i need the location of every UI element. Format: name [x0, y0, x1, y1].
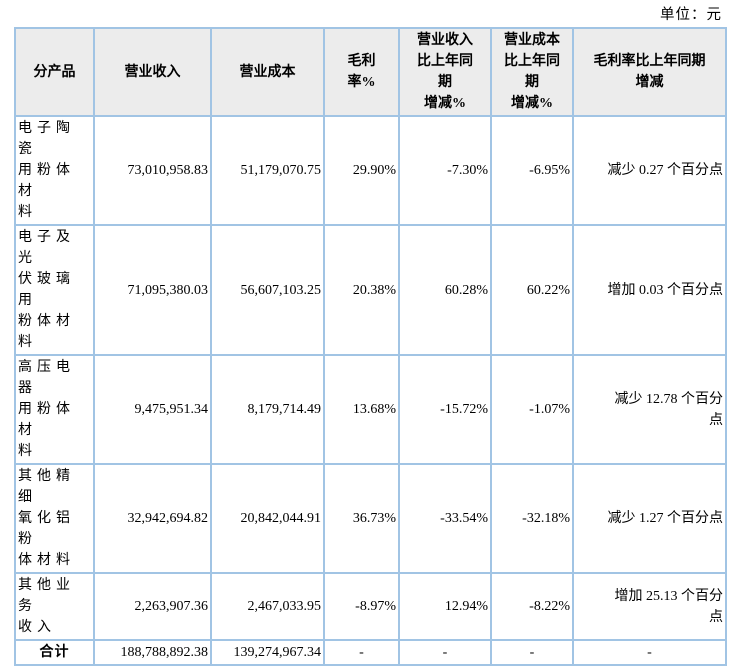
table-cell: 2,263,907.36 — [93, 572, 212, 641]
column-header-4: 营业收入 比上年同 期 增减% — [398, 27, 492, 117]
table-cell: - — [323, 639, 400, 666]
table-cell: -33.54% — [398, 463, 492, 574]
table-cell: -15.72% — [398, 354, 492, 465]
table-row-4: 其他业务 收入 2,263,907.36 2,467,033.95 -8.97% 12.… — [14, 572, 727, 641]
table-cell: 73,010,958.83 — [93, 115, 212, 226]
table-cell: - — [398, 639, 492, 666]
unit-label: 单位：元 — [660, 7, 722, 23]
table-cell: 减少 0.27 个百分点 — [572, 115, 727, 226]
table-cell: 20.38% — [323, 224, 400, 356]
table-cell: 增加 25.13 个百分 点 — [572, 572, 727, 641]
table-cell: 20,842,044.91 — [210, 463, 325, 574]
table-cell: 29.90% — [323, 115, 400, 226]
table-cell: 12.94% — [398, 572, 492, 641]
table-header: 分产品 营业收入 营业成本 毛利 率% 营业收入 比上年同 期 增减% 营业成本 比上年同… — [14, 27, 727, 117]
table-cell: 9,475,951.34 — [93, 354, 212, 465]
table-cell: 增加 0.03 个百分点 — [572, 224, 727, 356]
table-cell: 60.28% — [398, 224, 492, 356]
column-header-6: 毛利率比上年同期 增减 — [572, 27, 727, 117]
table-row-2: 高压电器 用粉体材 料 9,475,951.34 8,179,714.49 13.68… — [14, 354, 727, 465]
column-header-1: 营业收入 — [93, 27, 212, 117]
table-row-3: 其他精细 氧化铝粉 体材料 32,942,694.82 20,842,044.91 3… — [14, 463, 727, 574]
table-cell: -6.95% — [490, 115, 574, 226]
table-cell: 13.68% — [323, 354, 400, 465]
table-cell: 51,179,070.75 — [210, 115, 325, 226]
column-header-3: 毛利 率% — [323, 27, 400, 117]
table-cell: 合计 — [14, 639, 95, 666]
table-cell: 其他业务 收入 — [14, 572, 95, 641]
table-body: 电子陶瓷 用粉体材 料 73,010,958.83 51,179,070.75 29.… — [14, 115, 727, 666]
table-cell: 71,095,380.03 — [93, 224, 212, 356]
table-cell: 60.22% — [490, 224, 574, 356]
table-cell: - — [572, 639, 727, 666]
column-header-2: 营业成本 — [210, 27, 325, 117]
table-cell: 32,942,694.82 — [93, 463, 212, 574]
table-cell: -8.97% — [323, 572, 400, 641]
table-cell: 139,274,967.34 — [210, 639, 325, 666]
table-cell: 2,467,033.95 — [210, 572, 325, 641]
table-cell: 其他精细 氧化铝粉 体材料 — [14, 463, 95, 574]
header-row: 分产品 营业收入 营业成本 毛利 率% 营业收入 比上年同 期 增减% 营业成本 比上年同… — [14, 27, 727, 117]
table-cell: 电子及光 伏玻璃用 粉体材料 — [14, 224, 95, 356]
table-cell: -7.30% — [398, 115, 492, 226]
table-cell: 36.73% — [323, 463, 400, 574]
table-cell: -1.07% — [490, 354, 574, 465]
table-cell: 电子陶瓷 用粉体材 料 — [14, 115, 95, 226]
table-cell: 减少 12.78 个百分 点 — [572, 354, 727, 465]
table-row-0: 电子陶瓷 用粉体材 料 73,010,958.83 51,179,070.75 29.… — [14, 115, 727, 226]
table-cell: 减少 1.27 个百分点 — [572, 463, 727, 574]
table-cell: 8,179,714.49 — [210, 354, 325, 465]
table-cell: 188,788,892.38 — [93, 639, 212, 666]
table-cell: -8.22% — [490, 572, 574, 641]
column-header-5: 营业成本 比上年同 期 增减% — [490, 27, 574, 117]
table-row-1: 电子及光 伏玻璃用 粉体材料 71,095,380.03 56,607,103.25… — [14, 224, 727, 356]
table-cell: - — [490, 639, 574, 666]
table-cell: 高压电器 用粉体材 料 — [14, 354, 95, 465]
product-breakdown-table: 分产品 营业收入 营业成本 毛利 率% 营业收入 比上年同 期 增减% 营业成本 比上年同… — [14, 27, 727, 666]
table-cell: 56,607,103.25 — [210, 224, 325, 356]
column-header-0: 分产品 — [14, 27, 95, 117]
total-row: 合计 188,788,892.38 139,274,967.34- - - - — [14, 639, 727, 666]
table-cell: -32.18% — [490, 463, 574, 574]
